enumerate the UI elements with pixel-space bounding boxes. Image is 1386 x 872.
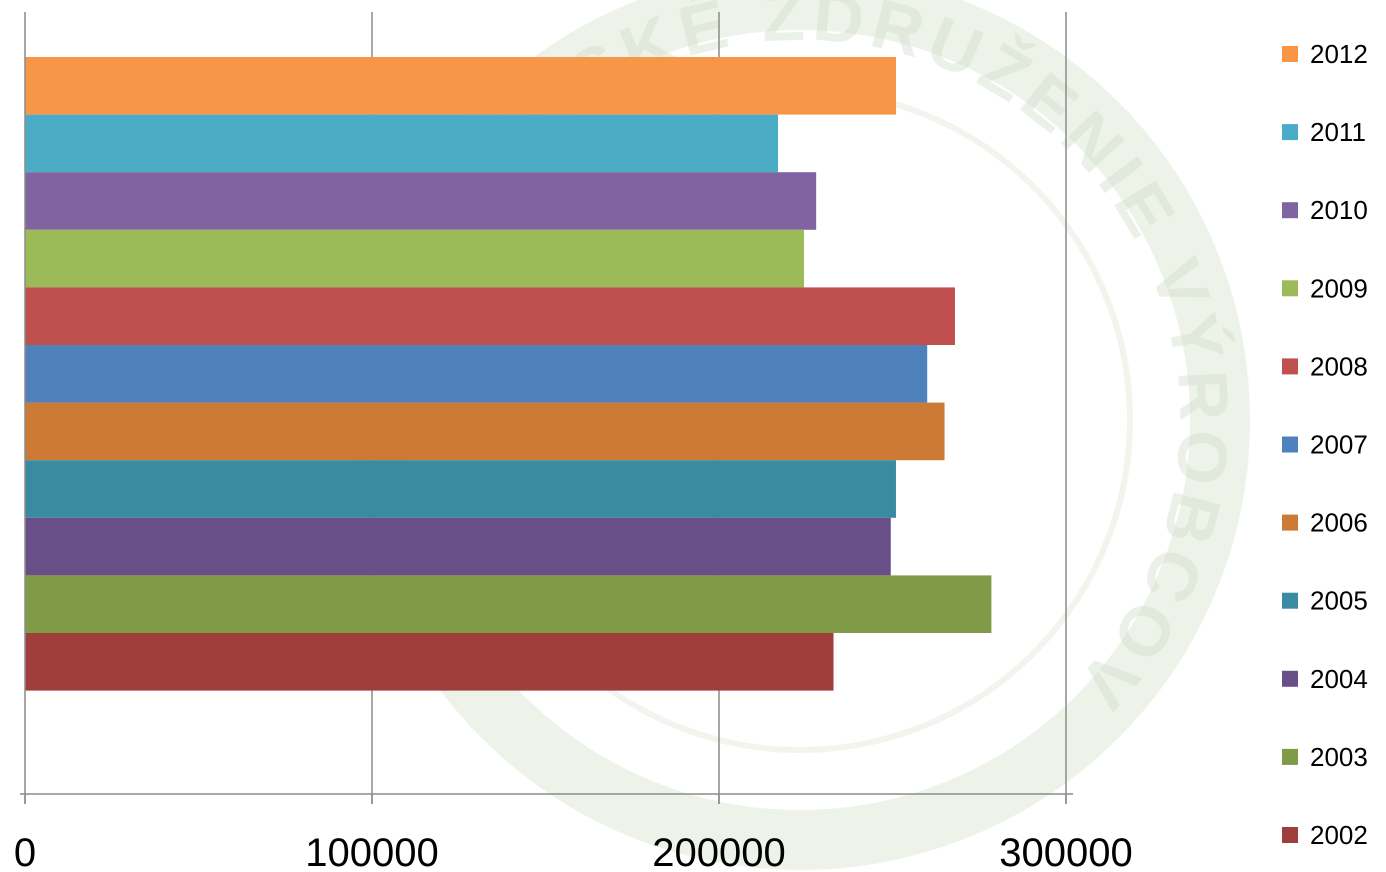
axes <box>20 12 1073 804</box>
legend-label-2002: 2002 <box>1310 820 1368 850</box>
x-tick-labels: 0 100000 200000 300000 <box>14 831 1133 872</box>
legend-swatch-2009 <box>1282 280 1298 297</box>
legend-item-2009: 2009 <box>1282 273 1368 303</box>
legend-swatch-2007 <box>1282 436 1298 453</box>
legend-item-2006: 2006 <box>1282 508 1368 538</box>
legend-label-2004: 2004 <box>1310 664 1368 694</box>
legend-swatch-2006 <box>1282 514 1298 531</box>
legend-item-2004: 2004 <box>1282 664 1368 694</box>
legend-label-2006: 2006 <box>1310 508 1368 538</box>
bar-2002 <box>25 633 834 691</box>
bar-2005 <box>25 460 896 518</box>
legend-label-2010: 2010 <box>1310 195 1368 225</box>
bar-2003 <box>25 575 992 633</box>
bar-2009 <box>25 229 805 288</box>
legend-item-2011: 2011 <box>1282 117 1366 147</box>
legend-item-2007: 2007 <box>1282 430 1368 460</box>
legend: 2012 2011 2010 2009 2008 2007 2006 2005 2004 2003… <box>1282 39 1368 850</box>
bar-2008 <box>25 287 955 345</box>
legend-label-2008: 2008 <box>1310 351 1368 381</box>
legend-label-2005: 2005 <box>1310 586 1368 616</box>
legend-label-2003: 2003 <box>1310 742 1368 772</box>
legend-swatch-2008 <box>1282 358 1298 375</box>
bar-2004 <box>25 517 891 576</box>
legend-label-2011: 2011 <box>1310 117 1366 147</box>
legend-swatch-2003 <box>1282 748 1298 765</box>
legend-swatch-2002 <box>1282 827 1298 843</box>
legend-item-2003: 2003 <box>1282 742 1368 772</box>
legend-swatch-2011 <box>1282 124 1298 141</box>
legend-item-2008: 2008 <box>1282 351 1368 381</box>
x-tick-label-0: 0 <box>14 831 36 872</box>
legend-label-2007: 2007 <box>1310 430 1368 460</box>
x-tick-label-300000: 300000 <box>999 831 1132 872</box>
legend-label-2009: 2009 <box>1310 273 1368 303</box>
legend-item-2005: 2005 <box>1282 586 1368 616</box>
bar-2011 <box>25 114 778 173</box>
legend-swatch-2012 <box>1282 46 1298 62</box>
bar-2006 <box>25 402 945 461</box>
x-tick-label-200000: 200000 <box>652 831 785 872</box>
bars <box>25 57 992 691</box>
legend-swatch-2010 <box>1282 202 1298 219</box>
bar-2010 <box>25 172 817 230</box>
legend-swatch-2004 <box>1282 670 1298 687</box>
legend-item-2002: 2002 <box>1282 820 1368 850</box>
legend-item-2010: 2010 <box>1282 195 1368 225</box>
bar-2007 <box>25 345 928 403</box>
legend-label-2012: 2012 <box>1310 39 1368 69</box>
legend-item-2012: 2012 <box>1282 39 1368 69</box>
legend-swatch-2005 <box>1282 592 1298 609</box>
bar-2012 <box>25 57 896 115</box>
x-tick-label-100000: 100000 <box>305 831 438 872</box>
